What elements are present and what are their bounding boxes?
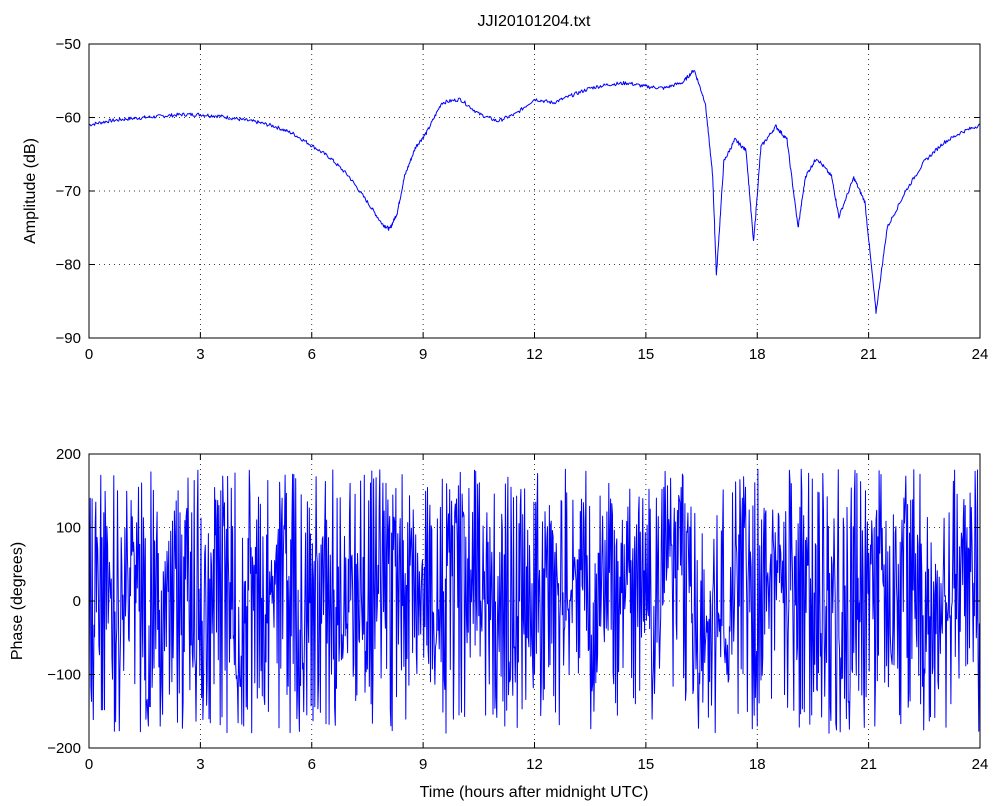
amplitude-y-tick-label: −90 [56, 330, 81, 347]
phase-x-tick-label: 0 [85, 756, 93, 773]
phase-y-tick-label: 100 [56, 520, 81, 537]
amplitude-x-tick-label: 15 [638, 346, 655, 363]
phase-x-tick-label: 18 [749, 756, 766, 773]
amplitude-x-tick-label: 21 [860, 346, 877, 363]
phase-y-tick-label: −100 [47, 667, 81, 684]
amplitude-y-tick-label: −70 [56, 183, 81, 200]
phase-y-tick-label: 0 [73, 593, 81, 610]
chart-title: JJI20101204.txt [478, 13, 592, 30]
amplitude-x-tick-label: 18 [749, 346, 766, 363]
amplitude-x-tick-label: 0 [85, 346, 93, 363]
phase-x-tick-label: 21 [860, 756, 877, 773]
amplitude-x-tick-label: 24 [972, 346, 989, 363]
amplitude-x-tick-label: 9 [419, 346, 427, 363]
phase-y-tick-label: −200 [47, 740, 81, 757]
phase-line [88, 468, 981, 734]
amplitude-x-tick-label: 12 [526, 346, 543, 363]
phase-ticks: 0 3 6 9 12 15 18 21 24 −200 −100 0 100 200 [47, 446, 988, 773]
amplitude-plot: JJI20101204.txt 0 3 6 9 12 15 18 21 24 −90 −80 −70 −… [22, 13, 988, 363]
phase-x-tick-label: 9 [419, 756, 427, 773]
phase-y-tick-label: 200 [56, 446, 81, 463]
phase-x-tick-label: 6 [308, 756, 316, 773]
amplitude-series [88, 70, 981, 314]
amplitude-y-tick-label: −80 [56, 257, 81, 274]
amplitude-x-tick-label: 3 [196, 346, 204, 363]
amplitude-ticks: 0 3 6 9 12 15 18 21 24 −90 −80 −70 −60 −50 [56, 36, 989, 363]
amplitude-line [88, 70, 981, 314]
x-axis-label: Time (hours after midnight UTC) [420, 784, 649, 801]
amplitude-y-tick-label: −60 [56, 110, 81, 127]
phase-plot: 0 3 6 9 12 15 18 21 24 −200 −100 0 100 200 Phase (deg… [9, 446, 988, 801]
phase-x-tick-label: 15 [638, 756, 655, 773]
phase-x-tick-label: 12 [526, 756, 543, 773]
phase-x-tick-label: 24 [972, 756, 989, 773]
phase-x-tick-label: 3 [196, 756, 204, 773]
amplitude-grid [89, 44, 980, 338]
amplitude-y-tick-label: −50 [56, 36, 81, 53]
phase-y-axis-label: Phase (degrees) [9, 542, 26, 660]
amplitude-x-tick-label: 6 [308, 346, 316, 363]
amplitude-y-axis-label: Amplitude (dB) [22, 138, 39, 244]
phase-series [88, 468, 981, 734]
